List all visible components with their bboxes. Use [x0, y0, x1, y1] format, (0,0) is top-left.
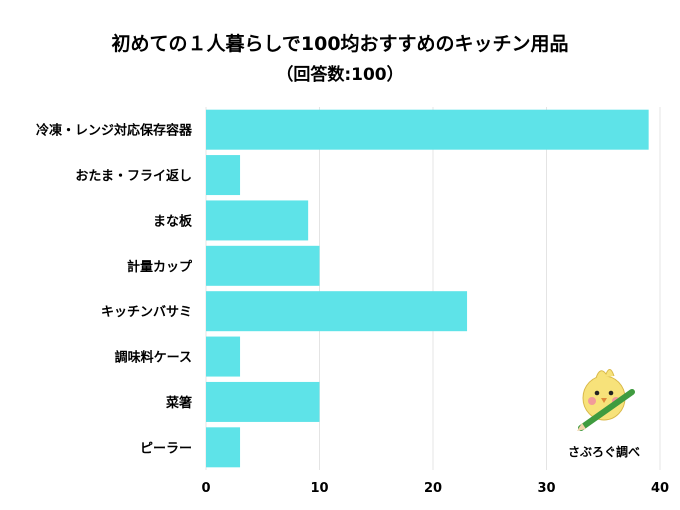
x-tick-label: 20 — [424, 481, 442, 496]
logo: さぶろぐ調べ — [568, 369, 640, 459]
x-tick-labels: 0 10 20 30 40 — [201, 481, 669, 496]
bird-mascot-icon — [582, 369, 626, 421]
category-label: まな板 — [153, 213, 193, 229]
category-label: キッチンバサミ — [101, 305, 192, 320]
bar — [206, 155, 241, 196]
bar — [206, 109, 649, 150]
category-label: 計量カップ — [127, 259, 193, 275]
category-label: 調味料ケース — [115, 350, 192, 366]
pencil-icon — [577, 389, 635, 431]
x-tick-label: 0 — [201, 481, 210, 496]
category-label: 冷凍・レンジ対応保存容器 — [36, 123, 193, 139]
bar — [206, 245, 320, 286]
bars — [206, 109, 649, 468]
logo-text: さぶろぐ調べ — [568, 444, 640, 459]
x-tick-label: 30 — [537, 481, 555, 496]
bar — [206, 336, 241, 377]
bar — [206, 200, 309, 241]
x-tick-label: 10 — [310, 481, 328, 496]
bar — [206, 427, 241, 468]
category-label: 菜箸 — [165, 395, 192, 411]
chart-subtitle: （回答数:100） — [276, 64, 403, 85]
category-labels: 冷凍・レンジ対応保存容器おたま・フライ返しまな板計量カップキッチンバサミ調味料ケ… — [36, 123, 193, 457]
bar — [206, 381, 320, 422]
category-label: ピーラー — [140, 441, 192, 456]
x-tick-label: 40 — [651, 481, 669, 496]
chart-title: 初めての１人暮らしで100均おすすめのキッチン用品 — [111, 32, 568, 55]
category-label: おたま・フライ返し — [75, 169, 192, 184]
bar — [206, 291, 468, 332]
